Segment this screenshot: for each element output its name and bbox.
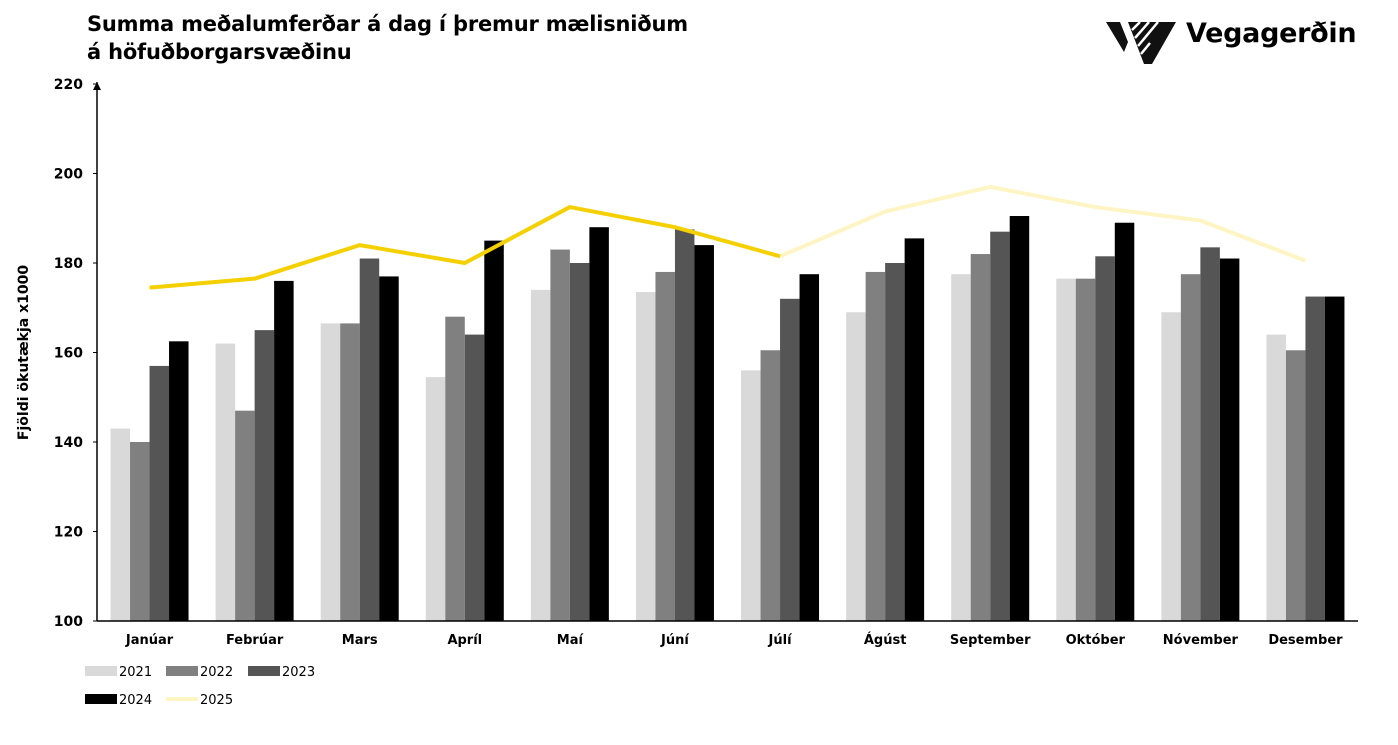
bar-2022	[235, 410, 255, 621]
x-tick-label: Júní	[660, 633, 690, 648]
bar-2022	[1075, 278, 1096, 621]
y-tick-label: 120	[54, 525, 83, 541]
bar-2024	[1009, 216, 1030, 621]
lines-group	[149, 184, 1307, 290]
bar-2022	[865, 271, 886, 621]
bar-2023	[569, 263, 590, 621]
x-tick-label: Febrúar	[226, 633, 284, 648]
bar-2024	[1324, 296, 1345, 621]
bar-2021	[951, 274, 971, 621]
bar-2023	[1305, 296, 1325, 621]
y-tick-label: 140	[54, 435, 83, 451]
vegagerdin-logo-mark	[1106, 21, 1176, 64]
bar-2022	[445, 316, 465, 621]
bar-2021	[215, 343, 236, 621]
bar-2022	[970, 254, 991, 622]
legend-label-2022: 2022	[200, 665, 233, 680]
bar-2023	[885, 263, 905, 621]
bar-2022	[130, 442, 150, 621]
bar-2022	[340, 323, 360, 621]
bar-2021	[425, 377, 446, 621]
bar-2023	[1200, 247, 1220, 621]
line-2025-projected	[779, 184, 1307, 263]
x-tick-label: Janúar	[125, 633, 174, 648]
bar-2024	[484, 240, 504, 621]
bar-2023	[990, 231, 1010, 622]
bars-group	[110, 216, 1345, 622]
bar-2021	[1161, 312, 1181, 621]
bar-2023	[780, 298, 800, 621]
legend-label-2024: 2024	[119, 693, 152, 708]
bar-2023	[359, 258, 380, 621]
bar-2023	[254, 330, 275, 621]
y-tick-label: 160	[54, 346, 83, 362]
bar-2024	[274, 280, 294, 621]
legend-swatch-2022	[166, 666, 198, 676]
x-tick-label: Ágúst	[864, 632, 907, 648]
vegagerdin-logo: Vegagerðin	[1106, 16, 1376, 66]
y-tick-label: 220	[54, 77, 83, 93]
line-2025	[149, 205, 781, 290]
legend-label-2023: 2023	[282, 665, 315, 680]
bar-2024	[169, 341, 189, 621]
bar-2024	[1114, 222, 1135, 621]
bar-2022	[655, 271, 675, 621]
bar-2023	[149, 365, 170, 621]
bar-2022	[1180, 274, 1201, 621]
x-tick-label: Júlí	[768, 633, 794, 648]
x-tick-label: Maí	[557, 633, 585, 648]
bar-2023	[674, 229, 695, 621]
bar-2022	[760, 350, 781, 621]
legend-swatch-2023	[248, 666, 280, 676]
bar-2024	[589, 227, 609, 621]
bar-2023	[464, 334, 485, 621]
x-tick-label: Desember	[1268, 633, 1343, 648]
bar-2022	[1285, 350, 1306, 621]
legend-group: 2021 2022 2023 2024 2025	[85, 665, 315, 708]
bar-2021	[320, 323, 341, 621]
bar-2024	[694, 245, 714, 621]
y-tick-label: 200	[54, 167, 83, 183]
logo-text: Vegagerðin	[1186, 18, 1357, 49]
y-axis-arrow-icon	[93, 82, 101, 90]
x-tick-label: September	[950, 633, 1031, 648]
y-tick-label: 180	[54, 256, 83, 272]
y-axis-label: Fjöldi ökutækja x1000	[16, 265, 32, 440]
axes-group: Janúar Febrúar Mars Apríl Maí Júní Júlí Ágúst Se…	[16, 77, 1358, 648]
bar-2024	[799, 274, 820, 621]
chart-title: Summa meðalumferðar á dag í þremur mælis…	[87, 12, 688, 64]
legend-label-2025: 2025	[200, 693, 233, 708]
bar-2021	[1266, 334, 1286, 621]
x-tick-label: Apríl	[447, 633, 482, 648]
legend-swatch-2021	[85, 666, 117, 676]
bar-2021	[741, 370, 761, 621]
bar-2024	[904, 238, 925, 621]
bar-2024	[1219, 258, 1240, 621]
bar-2024	[379, 276, 399, 621]
x-tick-label: Október	[1066, 633, 1126, 648]
legend-label-2021: 2021	[119, 665, 152, 680]
x-tick-label: Nóvember	[1163, 633, 1239, 648]
bar-2021	[846, 312, 866, 621]
bar-2021	[635, 292, 656, 621]
x-tick-label: Mars	[342, 633, 378, 648]
y-tick-label: 100	[54, 614, 83, 630]
bar-2023	[1095, 256, 1115, 621]
bar-2021	[110, 428, 131, 621]
bar-2021	[530, 289, 551, 621]
bar-2021	[1056, 278, 1076, 621]
bar-2022	[550, 249, 570, 621]
legend-swatch-2024	[85, 694, 117, 704]
